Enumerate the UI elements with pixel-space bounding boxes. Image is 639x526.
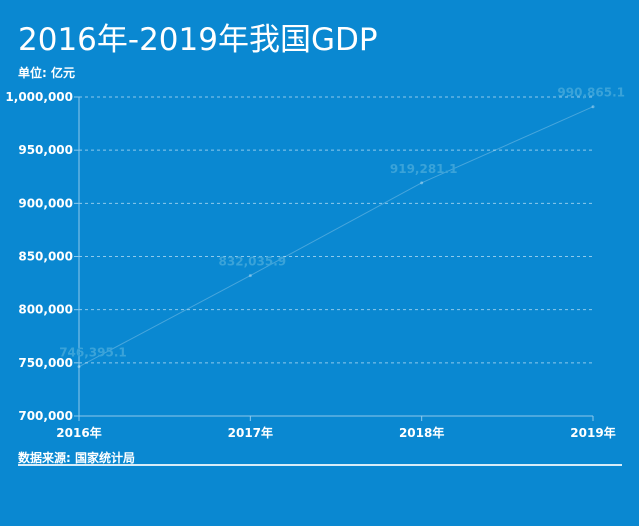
x-tick-label: 2019年 [570,425,615,440]
y-tick-label: 850,000 [18,250,73,264]
x-axis-ticks: 2016年 2017年 2018年 2019年 [56,416,616,440]
x-tick-label: 2018年 [399,425,444,440]
series-line-layer [77,105,595,369]
gridlines [79,96,593,364]
x-tick-label: 2017年 [228,425,273,440]
data-point [420,181,424,185]
y-tick-label: 1,000,000 [5,90,73,104]
data-labels: 746,395.1 832,035.9 919,281.1 990,865.1 [59,86,625,360]
y-tick-label: 950,000 [18,143,73,157]
data-label: 832,035.9 [219,255,287,269]
data-label: 746,395.1 [59,346,127,360]
y-tick-label: 700,000 [18,409,73,423]
data-point [248,274,252,278]
unit-label: 单位: 亿元 [18,66,75,80]
x-tick-label: 2016年 [56,425,101,440]
y-tick-label: 750,000 [18,356,73,370]
data-label: 990,865.1 [557,86,625,100]
data-source: 数据来源: 国家统计局 [18,451,135,465]
data-point [591,105,595,109]
data-label: 919,281.1 [390,162,458,176]
y-tick-label: 900,000 [18,196,73,210]
footer-divider [18,464,622,466]
chart-title: 2016年-2019年我国GDP [18,22,378,58]
data-point [77,365,81,369]
axes [78,97,593,417]
series-line-gdp [78,106,594,368]
y-tick-label: 800,000 [18,303,73,317]
y-axis-ticks: 700,000 750,000 800,000 850,000 900,000 950,0… [5,90,79,423]
